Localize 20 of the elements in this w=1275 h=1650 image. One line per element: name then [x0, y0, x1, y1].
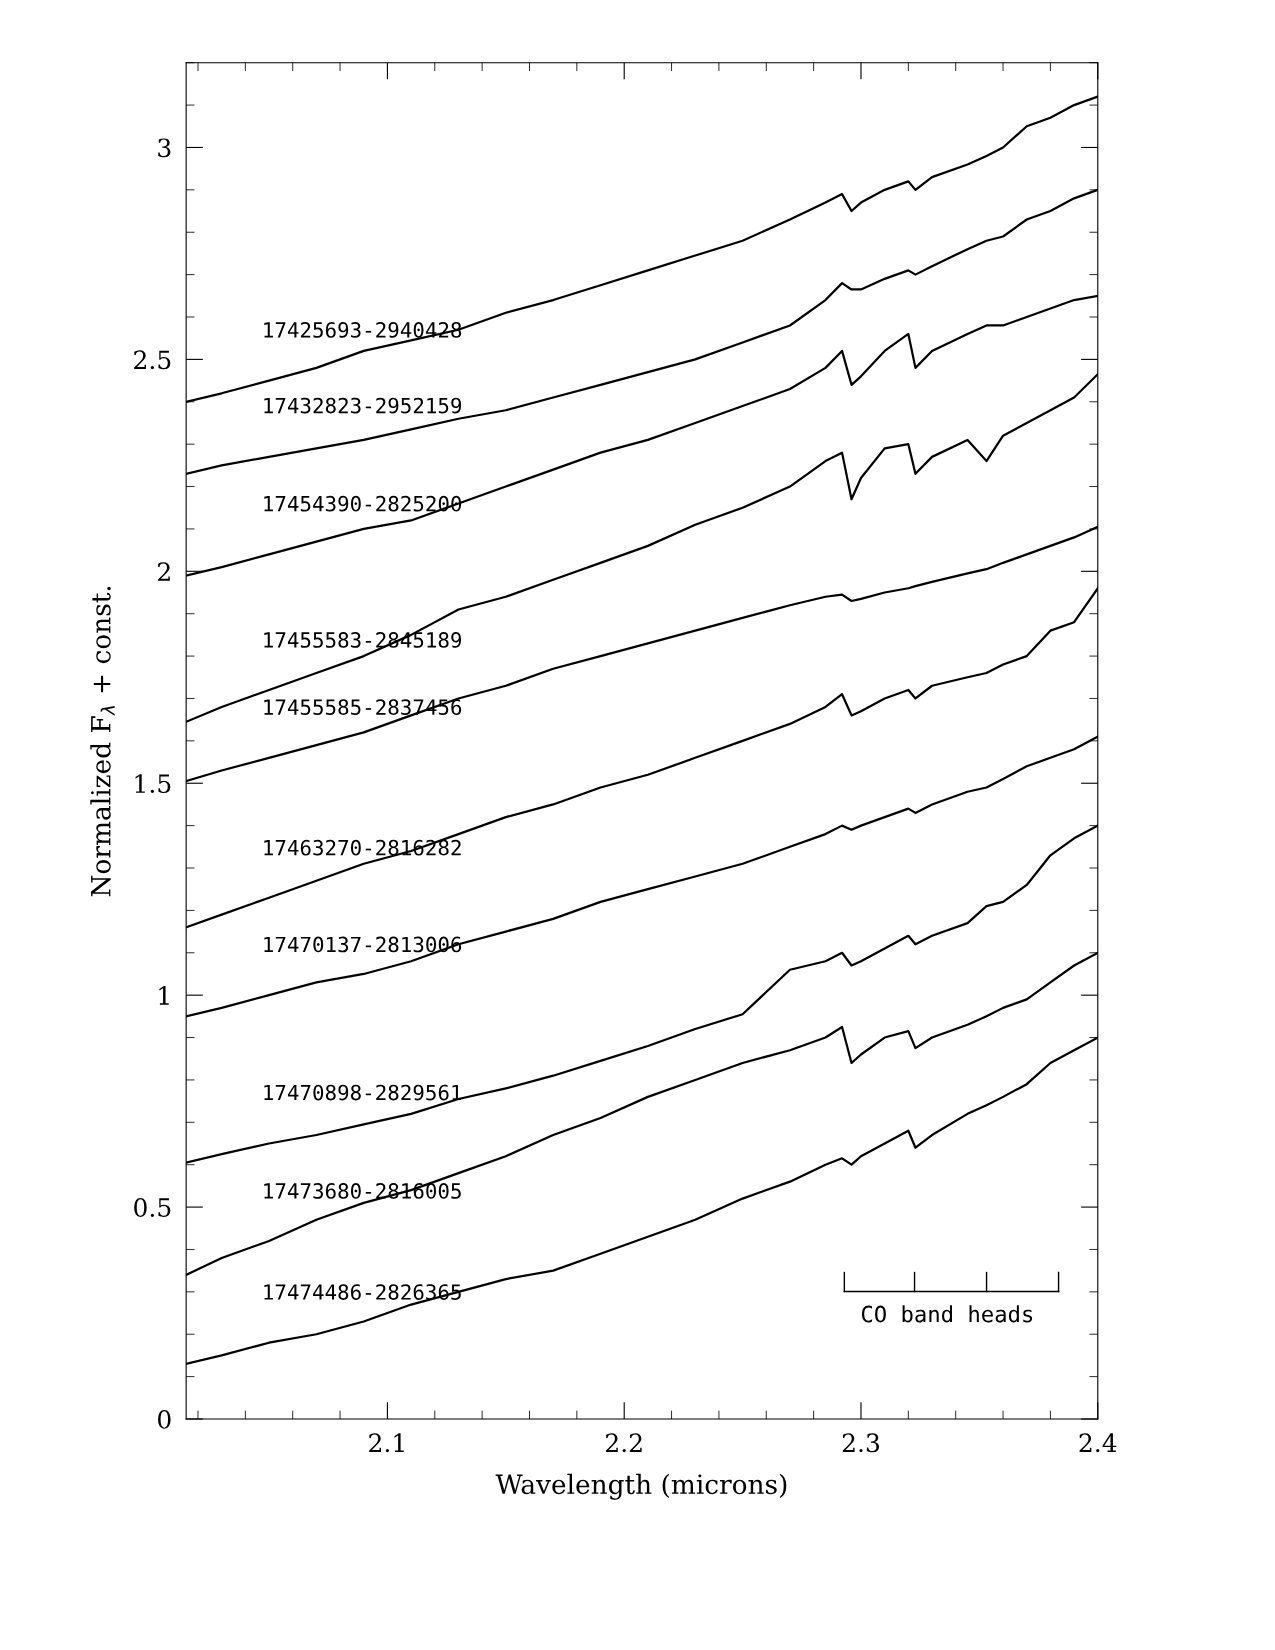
series-label: 17470898-2829561 — [264, 1084, 462, 1101]
y-tick-label: 3 — [158, 138, 171, 158]
y-tick-label: 2 — [158, 562, 170, 581]
y-tick-label: 2.5 — [134, 350, 171, 370]
annotation: CO band heads — [861, 1305, 1033, 1323]
x-tick-label: 2.2 — [606, 1433, 642, 1453]
x-axis-title: Wavelength (microns) — [495, 1473, 787, 1500]
y-tick-label: 1 — [159, 986, 169, 1005]
y-tick-label: 0 — [158, 1409, 171, 1429]
y-axis-title: Normalized F$_{λ}$ + const. — [90, 586, 115, 897]
series-label: 17470137-2813006 — [264, 936, 462, 953]
series-label: 17454390-2825200 — [264, 495, 462, 512]
series-label: 17474486-2826365 — [264, 1284, 461, 1300]
series-label: 17425693-2940428 — [264, 322, 462, 338]
x-tick-label: 2.4 — [1079, 1433, 1117, 1453]
x-tick-label: 2.1 — [369, 1433, 404, 1453]
y-tick-label: 0.5 — [134, 1198, 171, 1217]
y-tick-label: 1.5 — [135, 774, 171, 794]
series-label: 17432823-2952159 — [264, 397, 462, 414]
x-tick-label: 2.3 — [842, 1433, 880, 1453]
